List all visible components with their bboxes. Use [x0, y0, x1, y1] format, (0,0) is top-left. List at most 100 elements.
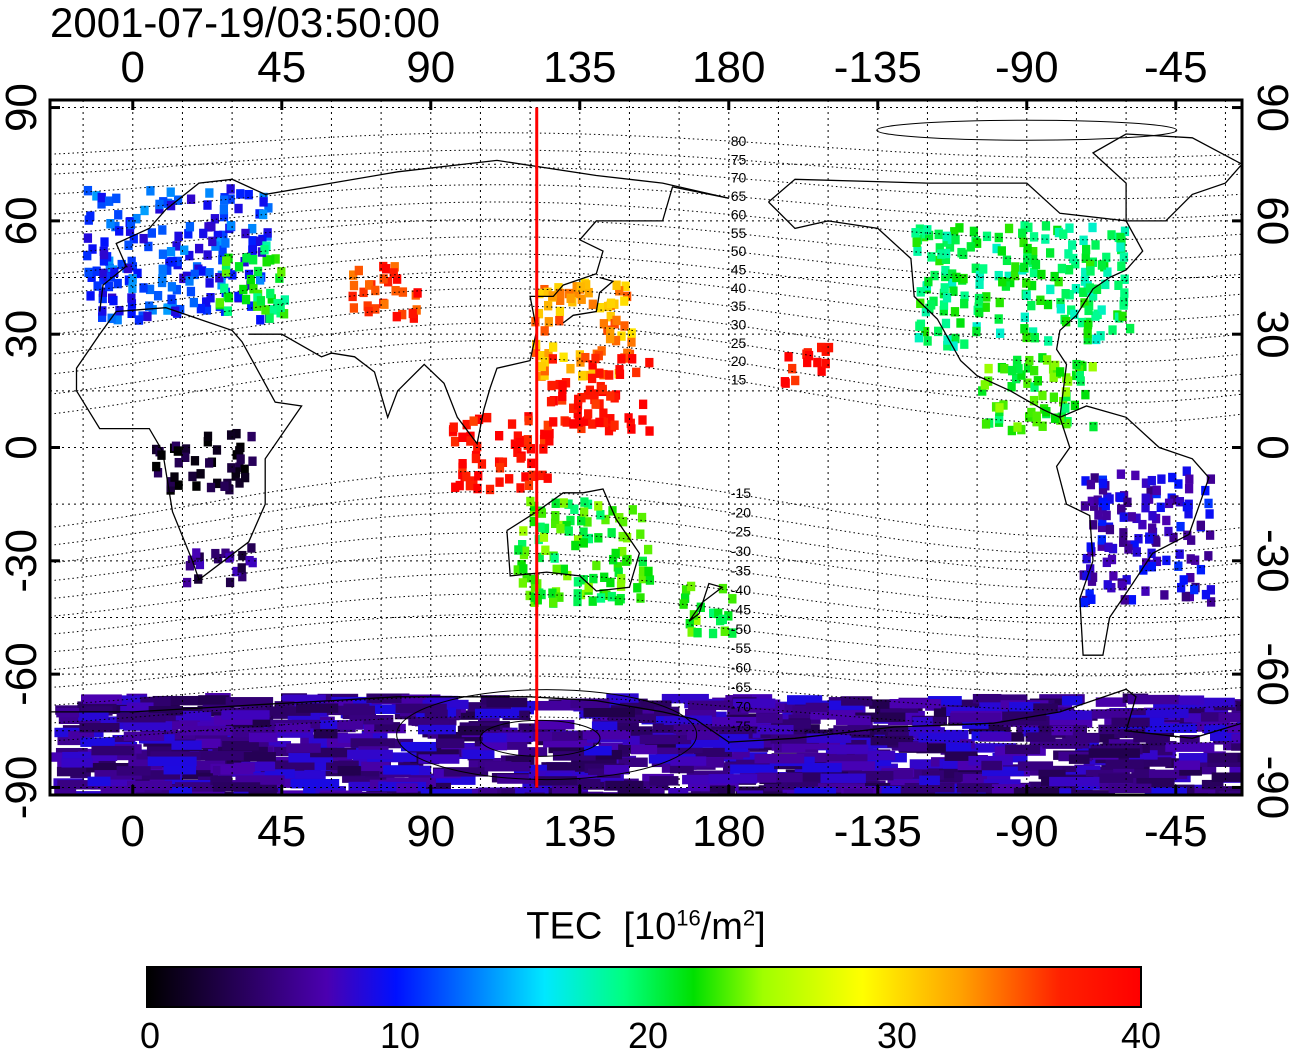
tec-cell: [1120, 226, 1130, 237]
tec-cell: [821, 346, 830, 356]
tec-cell: [1010, 270, 1020, 281]
tec-cell: [711, 716, 762, 727]
tec-cell: [471, 453, 481, 464]
tec-cell: [613, 562, 622, 572]
tec-cell: [212, 445, 222, 455]
tec-cell: [786, 772, 822, 782]
tec-cell: [520, 546, 530, 557]
tec-cell: [400, 741, 437, 752]
tec-cell: [485, 484, 495, 495]
mlat-label: -35: [731, 563, 751, 579]
tec-cell: [1070, 400, 1080, 411]
tec-cell: [1023, 378, 1032, 388]
tec-cell: [1148, 523, 1157, 533]
tec-cell: [171, 740, 202, 750]
tec-cell: [380, 299, 389, 309]
tec-cell: [559, 498, 568, 508]
mlat-contour-8: [50, 270, 1242, 323]
tec-cell: [1018, 228, 1027, 239]
tec-cell: [87, 776, 111, 787]
tec-cell: [594, 533, 603, 543]
tec-cell: [166, 477, 175, 487]
tec-cell: [896, 769, 940, 779]
tec-cell: [941, 318, 951, 329]
tec-cell: [543, 737, 594, 748]
colorbar-title-text: TEC: [526, 905, 603, 948]
tec-cell: [1099, 478, 1108, 489]
tec-cell: [949, 286, 958, 296]
tec-cell: [115, 226, 124, 236]
tec-cell: [450, 437, 460, 447]
tec-cell: [615, 286, 624, 296]
tec-cell: [805, 702, 829, 713]
tec-cell: [312, 736, 339, 747]
tec-cell: [618, 531, 627, 542]
tec-cell: [105, 737, 134, 747]
tec-cell: [168, 786, 192, 795]
tec-cell: [418, 754, 460, 764]
tec-cell: [1229, 765, 1242, 775]
tec-cell: [995, 403, 1004, 413]
tec-cell: [1097, 535, 1107, 545]
tec-cell: [617, 331, 626, 341]
tec-cell: [1087, 594, 1096, 604]
tec-cell: [942, 292, 952, 303]
tec-cell: [581, 352, 590, 363]
tec-cell: [1114, 280, 1123, 290]
tec-cell: [1201, 779, 1224, 790]
tec-cell: [787, 695, 823, 705]
tec-cell: [1164, 498, 1174, 509]
tec-cell: [407, 747, 459, 757]
tec-cell: [1174, 561, 1183, 571]
lat-label-left: 60: [0, 196, 46, 245]
tec-cell: [684, 708, 717, 719]
tec-cell: [57, 780, 96, 790]
tec-cell: [714, 608, 723, 619]
tec-cell: [663, 715, 712, 725]
magnetic-latitude-contours: [50, 119, 1242, 781]
tec-cell: [518, 578, 528, 588]
tec-cell: [530, 574, 539, 585]
tec-cell: [54, 788, 77, 795]
tec-cell: [556, 523, 565, 534]
tec-cell: [1097, 541, 1106, 551]
tec-cell: [140, 205, 149, 216]
tec-cell: [398, 759, 424, 769]
tec-cell: [1050, 271, 1059, 282]
tec-cell: [473, 441, 482, 452]
tec-cell: [584, 409, 593, 419]
tec-cell: [652, 723, 687, 733]
tec-cell: [1175, 549, 1184, 559]
tec-cell: [56, 766, 87, 777]
tec-cell: [626, 418, 635, 429]
tec-cell: [256, 315, 265, 325]
tec-cell: [1148, 769, 1188, 780]
tec-cell: [736, 759, 774, 770]
tec-cell: [607, 713, 656, 723]
tec-cell: [1175, 496, 1185, 507]
tec-region-europe: [83, 184, 274, 325]
tec-cell: [596, 510, 605, 520]
tec-cell: [1062, 316, 1071, 327]
tec-cell: [610, 393, 619, 403]
mlat-contour-0: [50, 132, 1242, 159]
tec-cell: [280, 295, 289, 305]
tec-cell: [536, 522, 545, 533]
tec-cell: [205, 458, 214, 468]
tec-cell: [264, 769, 295, 779]
tec-cell: [921, 770, 944, 780]
tec-cell: [677, 743, 703, 754]
tec-cell: [763, 782, 815, 792]
tec-cell: [584, 287, 593, 298]
tec-cell: [1206, 597, 1216, 607]
tec-cell: [661, 693, 709, 704]
tec-cell: [548, 743, 596, 754]
mlat-contour-17: [50, 532, 1242, 590]
tec-cell: [253, 301, 262, 311]
tec-cell: [199, 751, 252, 761]
tec-cell: [649, 776, 679, 786]
tec-cell: [359, 287, 368, 298]
tec-cell: [438, 731, 483, 742]
tec-cell: [1149, 745, 1173, 756]
tec-cell: [1062, 695, 1083, 706]
